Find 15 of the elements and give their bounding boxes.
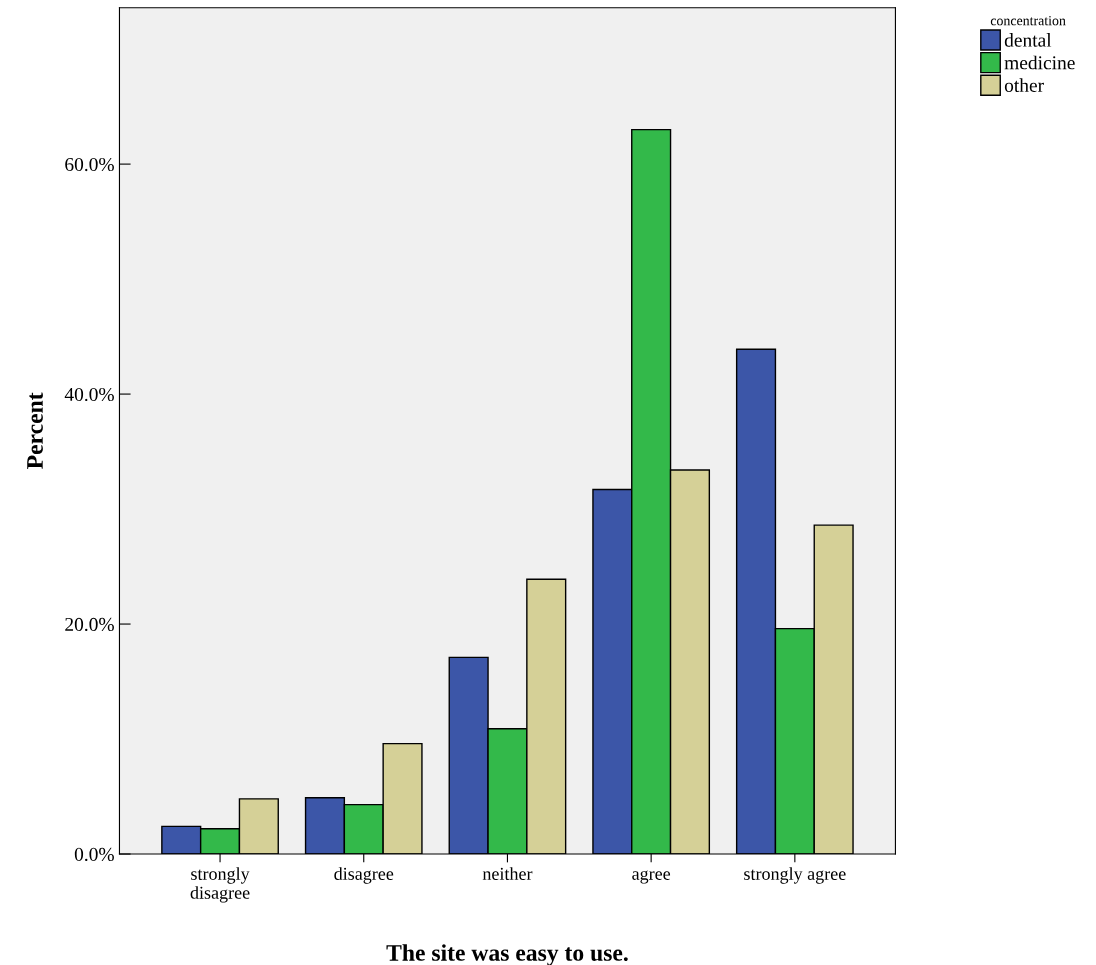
y-tick-label: 40.0% (64, 387, 114, 402)
legend-label: medicine (1004, 55, 1075, 70)
legend-title: concentration (990, 15, 1066, 26)
x-tick-label: disagree (334, 867, 394, 884)
x-tick-label: neither (482, 867, 533, 880)
y-tick-label: 60.0% (65, 157, 114, 172)
y-axis-title: Percent (27, 392, 43, 469)
x-tick-label: strongly disagree (190, 867, 250, 903)
y-tick-label: 20.0% (65, 617, 114, 632)
x-tick-label: strongly agree (744, 867, 846, 884)
y-tick-label: 0.0% (74, 847, 114, 862)
x-axis-title: The site was easy to use. (386, 944, 628, 965)
legend-label: other (1004, 78, 1044, 92)
legend-label: dental (1004, 33, 1052, 47)
x-tick-label: agree (632, 870, 671, 884)
